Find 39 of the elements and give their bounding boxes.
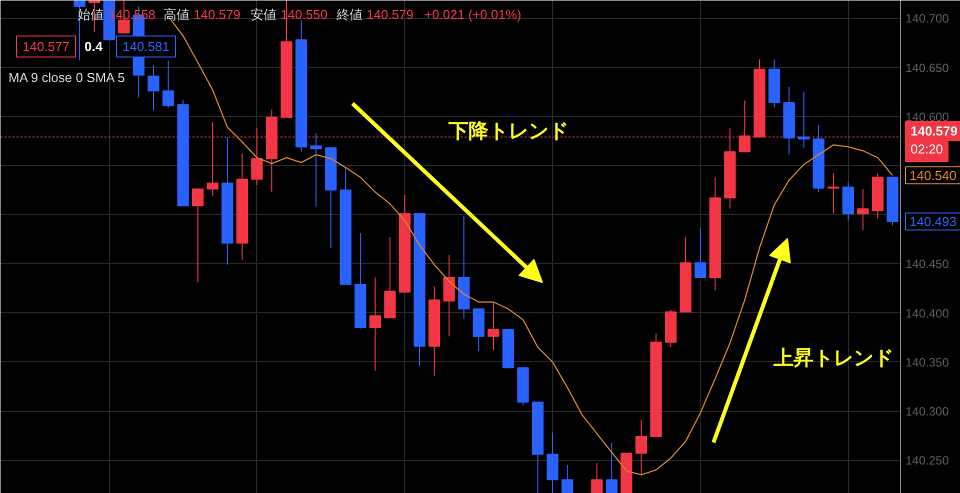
candlestick	[148, 64, 160, 111]
annotation: 140.579	[366, 7, 414, 22]
annotation: 0.4	[84, 39, 104, 54]
ref-line-label: 140.579	[910, 124, 958, 139]
candlestick	[635, 419, 648, 476]
y-tick-label: 140.600	[906, 110, 950, 124]
y-tick-label: 140.650	[906, 60, 950, 75]
annotation: 上昇トレンド	[772, 348, 894, 370]
candlestick	[192, 188, 204, 283]
candlestick	[857, 188, 869, 231]
y-tick-label: 140.250	[906, 454, 950, 468]
annotation: 高値	[164, 7, 190, 22]
y-tick-label: 140.350	[906, 355, 950, 370]
annotation: 安値	[250, 7, 276, 22]
text: 140.540	[910, 168, 956, 183]
y-tick-label: 140.300	[906, 404, 950, 419]
y-tick-label: 140.400	[906, 306, 950, 320]
candlestick	[443, 254, 455, 337]
candlestick	[828, 172, 840, 214]
candlestick	[310, 132, 322, 208]
candlestick	[606, 442, 618, 493]
annotation: MA 9 close 0 SMA 5	[8, 70, 125, 85]
y-tick-label: 140.700	[906, 12, 950, 26]
candlestick	[369, 276, 382, 372]
candlestick	[591, 462, 603, 493]
y-tick-label: 140.450	[906, 257, 950, 272]
annotation: 終値	[336, 7, 362, 22]
candlestick	[694, 228, 706, 278]
candlestick	[162, 60, 174, 108]
text: 140.493	[910, 214, 956, 229]
annotation: 140.581	[122, 39, 170, 54]
text: 140.577	[22, 39, 70, 54]
annotation: +0.021 (+0.01%)	[424, 7, 522, 22]
text: 02:20	[910, 142, 944, 157]
annotation: 下降トレンド	[448, 120, 568, 142]
annotation: 140.579	[194, 7, 240, 22]
candlestick	[488, 301, 500, 351]
candlestick	[798, 91, 810, 148]
candlestick	[562, 464, 574, 493]
